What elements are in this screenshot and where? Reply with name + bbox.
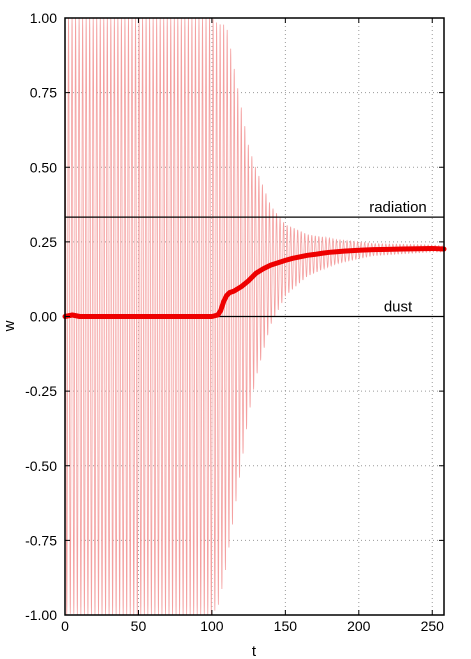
- y-tick-label: 0.00: [30, 309, 57, 325]
- y-tick-label: -0.25: [25, 383, 57, 399]
- x-tick-label: 0: [61, 618, 69, 634]
- x-axis-label: t: [252, 643, 257, 659]
- x-tick-label: 200: [347, 618, 371, 634]
- y-tick-label: 0.50: [30, 159, 57, 175]
- tick-labels: 0 50 100 150 200 250 1.00 0.75 0.50 0.25 0.00 -0.25…: [25, 10, 444, 634]
- x-tick-label: 50: [131, 618, 147, 634]
- reference-label-dust: dust: [384, 299, 413, 316]
- series-line: [62, 245, 447, 319]
- y-tick-label: -1.00: [25, 607, 57, 623]
- y-tick-label: 1.00: [30, 10, 57, 26]
- y-tick-label: -0.50: [25, 458, 57, 474]
- x-tick-label: 250: [421, 618, 445, 634]
- mean-series: [62, 245, 447, 319]
- ticks: [64, 17, 444, 616]
- y-tick-label: 0.25: [30, 234, 57, 250]
- x-tick-label: 150: [274, 618, 298, 634]
- y-tick-label: 0.75: [30, 85, 57, 101]
- x-tick-label: 100: [200, 618, 224, 634]
- reference-lines: radiation dust: [65, 199, 444, 318]
- reference-label-radiation: radiation: [369, 199, 427, 216]
- y-axis-label: w: [1, 320, 18, 332]
- y-tick-label: -0.75: [25, 532, 57, 548]
